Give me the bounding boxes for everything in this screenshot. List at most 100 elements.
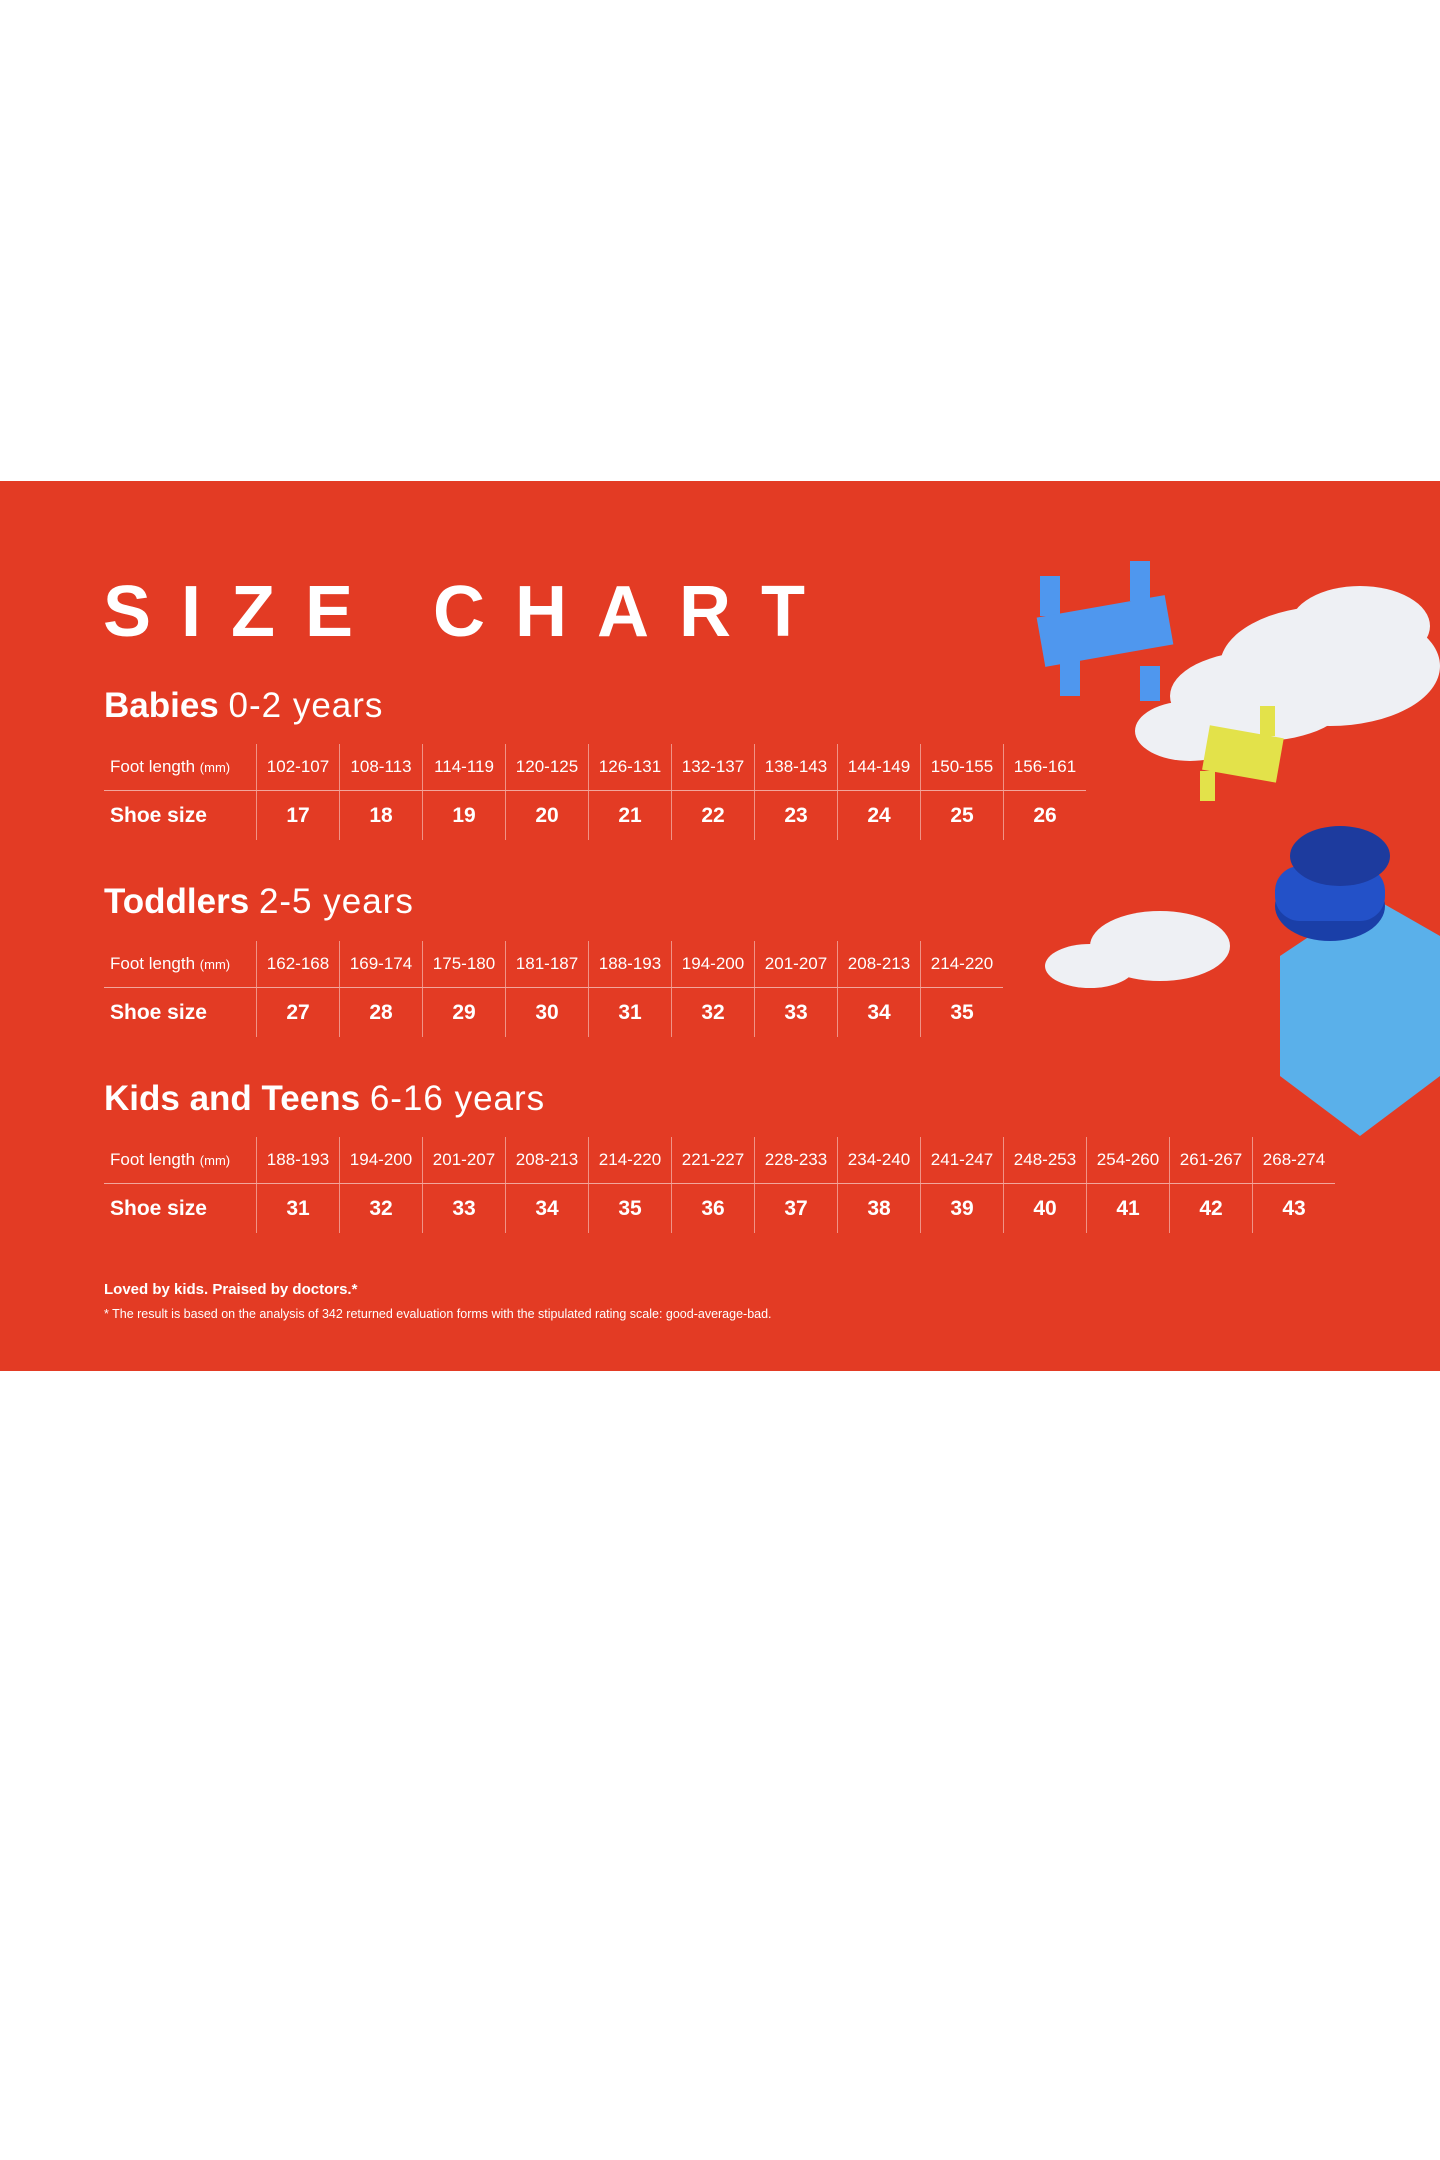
- foot-length-cell: 201-207: [754, 941, 838, 988]
- size-table: Foot length (mm) 162-168 169-174 175-180 181…: [104, 941, 1003, 1037]
- foot-length-cell: 188-193: [588, 941, 672, 988]
- foot-length-cell: 234-240: [837, 1137, 921, 1184]
- foot-length-cell: 208-213: [837, 941, 921, 988]
- shoe-size-cell: 29: [422, 987, 506, 1037]
- shoe-size-cell: 21: [588, 790, 672, 840]
- shoe-size-cell: 22: [671, 790, 755, 840]
- foot-length-cell: 214-220: [588, 1137, 672, 1184]
- shoe-size-cell: 43: [1252, 1183, 1335, 1233]
- section-ages: 6-16 years: [369, 1079, 546, 1118]
- row-label: Foot length (mm): [104, 1137, 257, 1184]
- foot-length-cell: 156-161: [1003, 744, 1086, 791]
- blue-block-toy-icon: [1275, 826, 1440, 1136]
- footer-tagline: Loved by kids. Praised by doctors.*: [104, 1281, 358, 1298]
- foot-length-cell: 188-193: [256, 1137, 340, 1184]
- section-name: Babies: [104, 686, 219, 725]
- foot-length-cell: 169-174: [339, 941, 423, 988]
- unit-text: (mm): [199, 760, 231, 775]
- foot-length-cell: 228-233: [754, 1137, 838, 1184]
- row-label: Foot length (mm): [104, 744, 257, 791]
- shoe-size-cell: 27: [256, 987, 340, 1037]
- size-table: Foot length (mm) 188-193 194-200 201-207 208…: [104, 1137, 1335, 1233]
- foot-length-cell: 194-200: [671, 941, 755, 988]
- foot-length-cell: 268-274: [1252, 1137, 1335, 1184]
- foot-length-cell: 221-227: [671, 1137, 755, 1184]
- foot-length-cell: 120-125: [505, 744, 589, 791]
- foot-length-cell: 126-131: [588, 744, 672, 791]
- shoe-size-cell: 31: [256, 1183, 340, 1233]
- foot-length-cell: 201-207: [422, 1137, 506, 1184]
- shoe-size-cell: 19: [422, 790, 506, 840]
- section-heading: Kids and Teens 6-16 years: [104, 1079, 545, 1119]
- section-name: Toddlers: [104, 882, 250, 921]
- foot-length-cell: 108-113: [339, 744, 423, 791]
- unit-text: (mm): [199, 1153, 231, 1168]
- shoe-size-cell: 36: [671, 1183, 755, 1233]
- foot-length-cell: 132-137: [671, 744, 755, 791]
- foot-length-cell: 214-220: [920, 941, 1003, 988]
- foot-length-cell: 261-267: [1169, 1137, 1253, 1184]
- foot-length-row: Foot length (mm) 162-168 169-174 175-180 181…: [104, 941, 1003, 988]
- foot-length-cell: 181-187: [505, 941, 589, 988]
- shoe-size-cell: 18: [339, 790, 423, 840]
- shoe-size-row: Shoe size 17 18 19 20 21 22 23 24 25 26: [104, 790, 1086, 840]
- shoe-size-cell: 26: [1003, 790, 1086, 840]
- cloud-icon: [1045, 911, 1230, 988]
- shoe-size-cell: 35: [920, 987, 1003, 1037]
- shoe-size-cell: 17: [256, 790, 340, 840]
- foot-length-cell: 254-260: [1086, 1137, 1170, 1184]
- shoe-size-cell: 25: [920, 790, 1004, 840]
- foot-length-cell: 162-168: [256, 941, 340, 988]
- foot-length-cell: 138-143: [754, 744, 838, 791]
- shoe-size-cell: 20: [505, 790, 589, 840]
- foot-length-cell: 248-253: [1003, 1137, 1087, 1184]
- row-label: Shoe size: [110, 1000, 207, 1024]
- section-heading: Toddlers 2-5 years: [104, 882, 414, 922]
- shoe-size-cell: 33: [754, 987, 838, 1037]
- label-text: Foot length: [110, 954, 196, 973]
- section-ages: 0-2 years: [228, 686, 384, 725]
- shoe-size-cell: 41: [1086, 1183, 1170, 1233]
- foot-length-cell: 144-149: [837, 744, 921, 791]
- foot-length-cell: 150-155: [920, 744, 1004, 791]
- shoe-size-cell: 34: [505, 1183, 589, 1233]
- page-title: SIZE CHART: [103, 572, 835, 652]
- foot-length-row: Foot length (mm) 102-107 108-113 114-119 120…: [104, 744, 1086, 791]
- shoe-size-cell: 37: [754, 1183, 838, 1233]
- label-text: Foot length: [110, 1150, 196, 1169]
- shoe-size-cell: 38: [837, 1183, 921, 1233]
- shoe-size-cell: 28: [339, 987, 423, 1037]
- foot-length-cell: 114-119: [422, 744, 506, 791]
- shoe-size-cell: 42: [1169, 1183, 1253, 1233]
- shoe-size-cell: 33: [422, 1183, 506, 1233]
- toy-clouds-illustration: [1036, 561, 1440, 1136]
- unit-text: (mm): [199, 957, 231, 972]
- foot-length-cell: 102-107: [256, 744, 340, 791]
- section-name: Kids and Teens: [104, 1079, 361, 1118]
- section-heading: Babies 0-2 years: [104, 686, 383, 726]
- shoe-size-cell: 24: [837, 790, 921, 840]
- foot-length-cell: 208-213: [505, 1137, 589, 1184]
- foot-length-cell: 194-200: [339, 1137, 423, 1184]
- blue-pixel-toy-icon: [1036, 561, 1174, 701]
- shoe-size-row: Shoe size 27 28 29 30 31 32 33 34 35: [104, 987, 1003, 1037]
- foot-length-row: Foot length (mm) 188-193 194-200 201-207 208…: [104, 1137, 1335, 1184]
- shoe-size-cell: 35: [588, 1183, 672, 1233]
- foot-length-cell: 241-247: [920, 1137, 1004, 1184]
- foot-length-cell: 175-180: [422, 941, 506, 988]
- shoe-size-cell: 34: [837, 987, 921, 1037]
- size-table: Foot length (mm) 102-107 108-113 114-119 120…: [104, 744, 1086, 840]
- shoe-size-cell: 31: [588, 987, 672, 1037]
- size-chart-banner: SIZE CHART Babies 0-2 years Foot length (…: [0, 481, 1440, 1371]
- row-label: Shoe size: [110, 803, 207, 827]
- label-text: Foot length: [110, 757, 196, 776]
- row-label: Foot length (mm): [104, 941, 257, 988]
- shoe-size-cell: 40: [1003, 1183, 1087, 1233]
- shoe-size-row: Shoe size 31 32 33 34 35 36 37 38 39 40 41 42 43: [104, 1183, 1335, 1233]
- shoe-size-cell: 30: [505, 987, 589, 1037]
- footer-note: * The result is based on the analysis of…: [104, 1307, 772, 1321]
- shoe-size-cell: 39: [920, 1183, 1004, 1233]
- yellow-pixel-toy-icon: [1200, 706, 1284, 801]
- section-ages: 2-5 years: [258, 882, 414, 921]
- row-label: Shoe size: [110, 1196, 207, 1220]
